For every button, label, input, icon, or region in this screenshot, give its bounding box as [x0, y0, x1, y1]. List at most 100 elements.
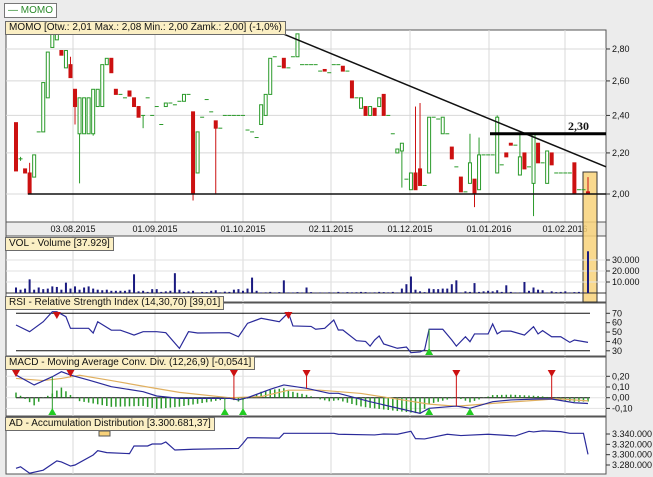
volume-bar — [573, 292, 576, 293]
volume-bar — [96, 289, 99, 293]
volume-bar — [459, 292, 462, 293]
volume-bar — [137, 291, 140, 293]
candle-body — [86, 97, 91, 135]
volume-bar — [64, 282, 67, 293]
volume-bar — [487, 290, 490, 293]
volume-bar — [51, 286, 54, 293]
candle-body — [50, 33, 55, 48]
candle-body — [191, 111, 196, 195]
macd-buy-arrow-icon — [465, 408, 474, 415]
volume-bar — [450, 284, 453, 293]
candle-body — [340, 65, 345, 72]
volume-bar — [337, 291, 340, 293]
ad-line — [15, 430, 589, 474]
volume-bar — [373, 292, 376, 293]
candle-body — [127, 90, 132, 97]
candle-body — [517, 156, 522, 176]
candle-body — [477, 154, 482, 191]
volume-bar — [464, 291, 467, 293]
volume-bar — [582, 292, 585, 293]
legend-line-icon: — — [8, 5, 21, 16]
volume-bar — [341, 292, 344, 293]
rsi-tick-label: 30 — [612, 346, 622, 356]
ad-tick-label: 3.320.000 — [612, 439, 652, 449]
candle-body — [413, 172, 418, 191]
candle-body — [504, 152, 509, 158]
price-tick-label: 2,60 — [612, 76, 630, 86]
price-panel — [5, 29, 607, 223]
volume-bar — [78, 289, 81, 293]
candle-body — [45, 51, 50, 99]
date-axis-strip — [5, 221, 607, 237]
macd-buy-arrow-icon — [48, 408, 57, 415]
candle-body — [427, 116, 432, 174]
rsi-panel — [5, 302, 607, 357]
volume-bar — [232, 289, 235, 293]
candle-body — [91, 88, 96, 135]
volume-bar — [360, 291, 363, 293]
volume-bar — [387, 292, 390, 293]
legend-symbol: MOMO — [20, 5, 53, 16]
volume-bar — [332, 292, 335, 293]
candle-body — [408, 172, 413, 191]
macd-line — [15, 371, 589, 414]
macd-buy-arrow-icon — [425, 408, 434, 415]
macd-tick-label: 0,20 — [612, 371, 630, 381]
volume-bar — [37, 287, 40, 293]
volume-info-label: VOL - Volume [37.929] — [5, 237, 114, 251]
volume-bar — [173, 273, 176, 293]
volume-tick-label: 20.000 — [612, 266, 640, 276]
candle-body — [73, 88, 78, 108]
volume-bar — [405, 284, 408, 293]
volume-bar — [264, 292, 267, 293]
candle-body — [359, 97, 364, 109]
volume-bar — [15, 287, 17, 293]
volume-bar — [568, 292, 571, 293]
candle-body — [82, 97, 87, 135]
candle-body — [100, 64, 105, 108]
candle-body — [495, 116, 500, 174]
candle-body — [77, 97, 82, 135]
volume-bar — [28, 279, 31, 293]
resistance-label: 2,30 — [568, 119, 589, 133]
volume-bar — [455, 280, 458, 293]
macd-tick-label: -0,10 — [612, 403, 633, 413]
volume-bar — [428, 288, 431, 293]
candle-body — [377, 97, 382, 108]
volume-bar — [523, 282, 526, 293]
volume-bar — [419, 291, 422, 293]
volume-bar — [478, 291, 481, 293]
volume-bar — [142, 290, 145, 293]
volume-bar — [214, 290, 217, 293]
price-tick-label: 2,20 — [612, 148, 630, 158]
volume-bar — [260, 292, 263, 293]
candle-body — [27, 172, 32, 195]
candle-body — [536, 142, 541, 164]
volume-bar — [482, 291, 485, 293]
legend-box[interactable]: — MOMO — [4, 3, 57, 18]
volume-bar — [423, 292, 426, 293]
x-tick-label: 01.09.2015 — [132, 224, 177, 234]
candle-body — [418, 168, 423, 186]
volume-bar — [396, 292, 399, 293]
candle-body — [281, 57, 286, 69]
volume-bar — [496, 290, 499, 293]
volume-bar — [382, 292, 385, 293]
volume-bar — [201, 291, 204, 293]
volume-bar — [537, 289, 540, 293]
volume-bar — [564, 291, 567, 293]
x-tick-label: 03.08.2015 — [50, 224, 95, 234]
volume-bar — [237, 289, 240, 293]
volume-bar — [391, 291, 394, 293]
volume-bar — [587, 251, 589, 293]
candle-body — [531, 133, 536, 184]
volume-bar — [205, 292, 208, 293]
volume-bar — [577, 291, 580, 293]
candle-body — [68, 64, 73, 79]
macd-signal-line — [15, 374, 589, 407]
rsi-buy-arrow-icon — [425, 348, 434, 355]
volume-bar — [196, 292, 199, 293]
candle-body — [458, 176, 463, 193]
volume-bar — [128, 289, 131, 293]
volume-bar — [60, 289, 63, 293]
